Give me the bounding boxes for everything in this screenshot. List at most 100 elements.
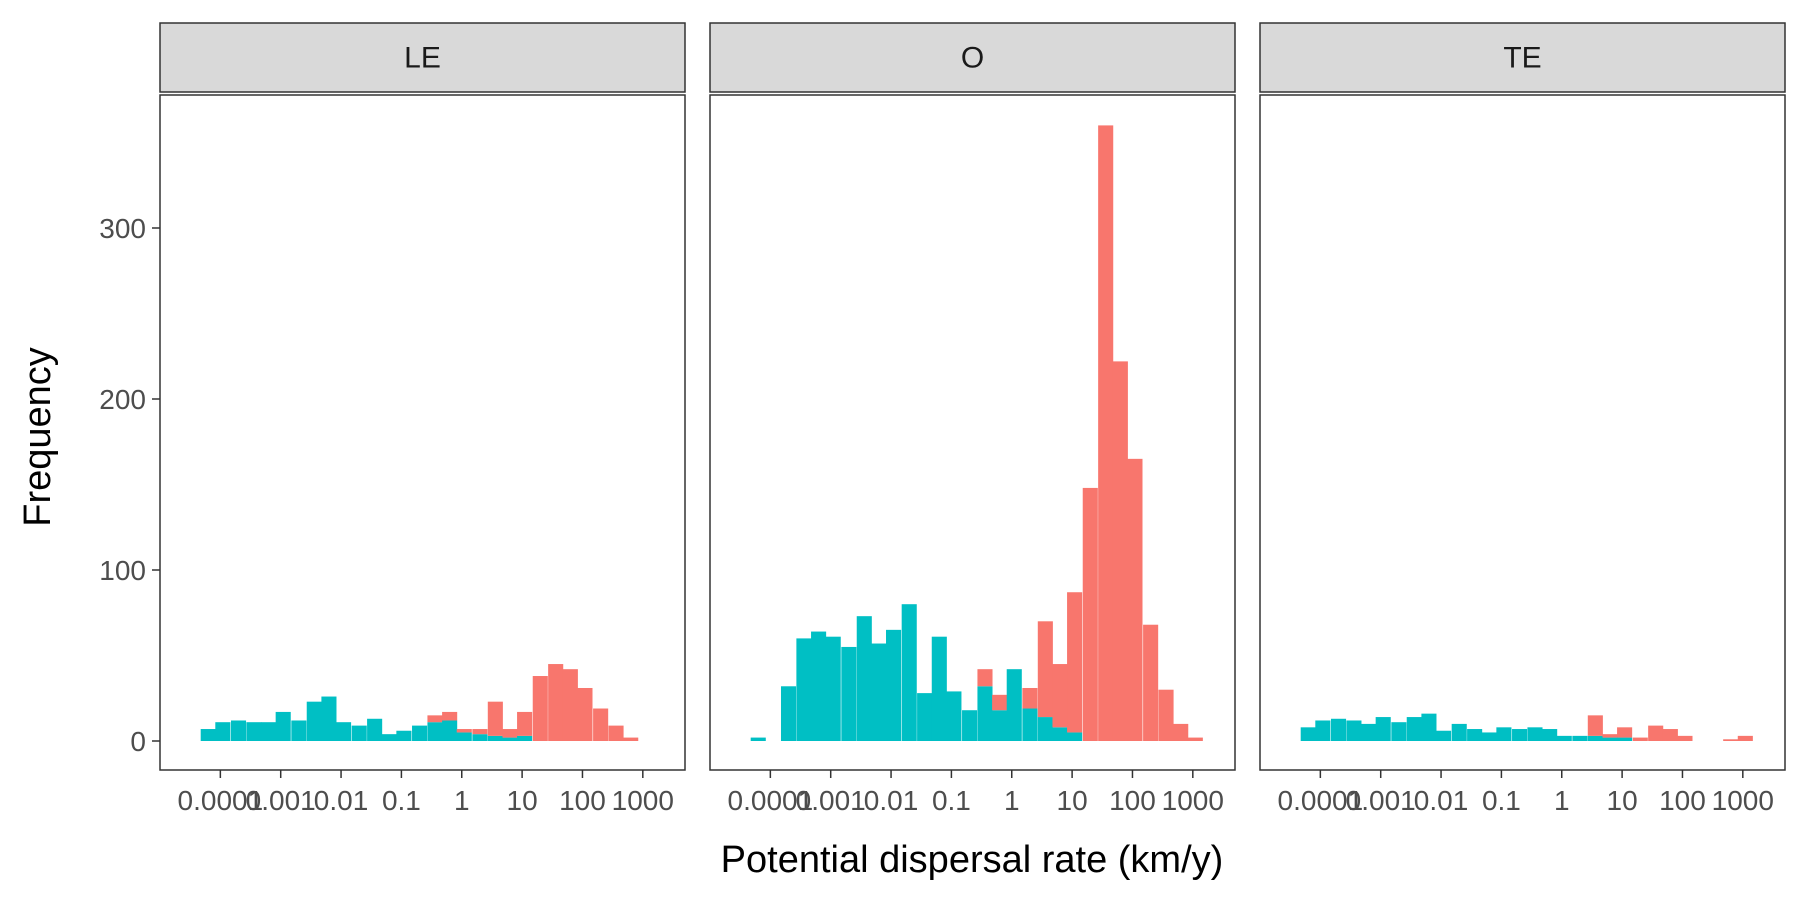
x-axis-title: Potential dispersal rate (km/y) bbox=[721, 839, 1224, 881]
x-tick-label: 10 bbox=[1607, 785, 1638, 816]
histogram-bar bbox=[780, 686, 797, 741]
histogram-bar bbox=[412, 725, 428, 741]
histogram-bar bbox=[1052, 727, 1068, 741]
histogram-bar bbox=[230, 720, 247, 741]
x-tick-label: 1000 bbox=[612, 785, 674, 816]
histogram-bar bbox=[1006, 669, 1022, 741]
histogram-bar bbox=[1527, 727, 1543, 741]
histogram-bar bbox=[261, 722, 277, 741]
histogram-bar bbox=[1158, 689, 1174, 741]
x-tick-label: 1000 bbox=[1162, 785, 1224, 816]
histogram-bar bbox=[517, 711, 533, 736]
x-tick-label: 10 bbox=[507, 785, 538, 816]
histogram-bar bbox=[1127, 458, 1143, 741]
histogram-bar bbox=[1421, 713, 1437, 741]
histogram-bar bbox=[456, 732, 472, 741]
histogram-bar bbox=[856, 616, 872, 741]
histogram-bar bbox=[1173, 723, 1189, 741]
histogram-bar bbox=[1037, 717, 1053, 741]
histogram-bar bbox=[1587, 715, 1603, 736]
histogram-bar bbox=[1587, 735, 1603, 741]
histogram-bar bbox=[1542, 729, 1558, 741]
histogram-bar bbox=[487, 735, 503, 741]
panel-border bbox=[709, 94, 1236, 771]
histogram-bar bbox=[1315, 720, 1331, 741]
histogram-bar bbox=[321, 696, 337, 741]
histogram-bar bbox=[306, 701, 322, 741]
histogram-bar bbox=[1143, 624, 1159, 741]
histogram-bar bbox=[1022, 708, 1038, 741]
plot-background bbox=[160, 95, 685, 770]
histogram-bar bbox=[1052, 664, 1068, 728]
histogram-bar bbox=[427, 722, 443, 741]
x-tick-label: 0.1 bbox=[932, 785, 971, 816]
histogram-bar bbox=[351, 725, 367, 741]
histogram-bar bbox=[871, 643, 887, 741]
histogram-bar bbox=[811, 631, 827, 741]
histogram-bar bbox=[548, 664, 564, 741]
histogram-bar bbox=[1648, 725, 1664, 741]
histogram-bar bbox=[246, 722, 262, 741]
histogram-bar bbox=[291, 720, 307, 741]
histogram-bar bbox=[442, 720, 458, 741]
x-tick-label: 0.0001 bbox=[728, 785, 814, 816]
histogram-bar bbox=[562, 669, 578, 741]
facet-strip bbox=[1259, 22, 1786, 93]
x-tick-label: 0.001 bbox=[796, 785, 866, 816]
histogram-bar bbox=[517, 735, 533, 741]
histogram-bar bbox=[1512, 729, 1528, 741]
histogram-bar bbox=[1346, 720, 1362, 741]
panel-border bbox=[159, 94, 686, 771]
x-tick-label: 0.0001 bbox=[1278, 785, 1364, 816]
histogram-bar bbox=[502, 729, 518, 738]
histogram-bar bbox=[381, 734, 397, 741]
x-tick-label: 0.1 bbox=[1482, 785, 1521, 816]
histogram-bar bbox=[1481, 732, 1497, 741]
histogram-bar bbox=[750, 737, 766, 741]
x-tick-label: 1 bbox=[1004, 785, 1020, 816]
x-tick-label: 0.1 bbox=[382, 785, 421, 816]
histogram-bar bbox=[992, 710, 1008, 741]
x-tick-label: 100 bbox=[1109, 785, 1156, 816]
histogram-bar bbox=[1330, 718, 1347, 741]
histogram-bar bbox=[1391, 722, 1407, 741]
histogram-bar bbox=[1300, 727, 1316, 741]
y-axis-title: Frequency bbox=[17, 347, 59, 527]
x-tick-label: 1000 bbox=[1712, 785, 1774, 816]
x-tick-label: 10 bbox=[1057, 785, 1088, 816]
histogram-bar bbox=[487, 701, 503, 736]
x-tick-label: 0.01 bbox=[864, 785, 919, 816]
histogram-bar bbox=[917, 693, 933, 741]
histogram-bar bbox=[336, 722, 352, 741]
histogram-bar bbox=[1737, 735, 1753, 741]
histogram-bar bbox=[1602, 734, 1618, 738]
histogram-bar bbox=[841, 646, 857, 741]
histogram-bar bbox=[608, 725, 624, 741]
histogram-bar bbox=[946, 691, 962, 741]
y-tick-label: 0 bbox=[130, 726, 146, 757]
histogram-bar bbox=[502, 737, 518, 741]
x-tick-label: 1 bbox=[454, 785, 470, 816]
plot-background bbox=[1260, 95, 1785, 770]
facet-strip-label: TE bbox=[1503, 42, 1541, 75]
histogram-bar bbox=[623, 737, 639, 741]
histogram-bar bbox=[931, 636, 947, 741]
histogram-bar bbox=[1632, 737, 1648, 741]
x-tick-label: 100 bbox=[559, 785, 606, 816]
histogram-bar bbox=[1375, 717, 1391, 741]
histogram-bar bbox=[1361, 723, 1377, 741]
y-axis: 0 100 200 300 bbox=[99, 213, 160, 757]
histogram-bar bbox=[1098, 125, 1114, 741]
histogram-bar bbox=[275, 711, 291, 741]
x-tick-label: 0.01 bbox=[1414, 785, 1469, 816]
x-tick-label: 0.001 bbox=[246, 785, 316, 816]
histogram-bar bbox=[1602, 737, 1618, 741]
histogram-bar bbox=[977, 686, 993, 741]
panel-border bbox=[1259, 94, 1786, 771]
histogram-bar bbox=[825, 636, 841, 741]
